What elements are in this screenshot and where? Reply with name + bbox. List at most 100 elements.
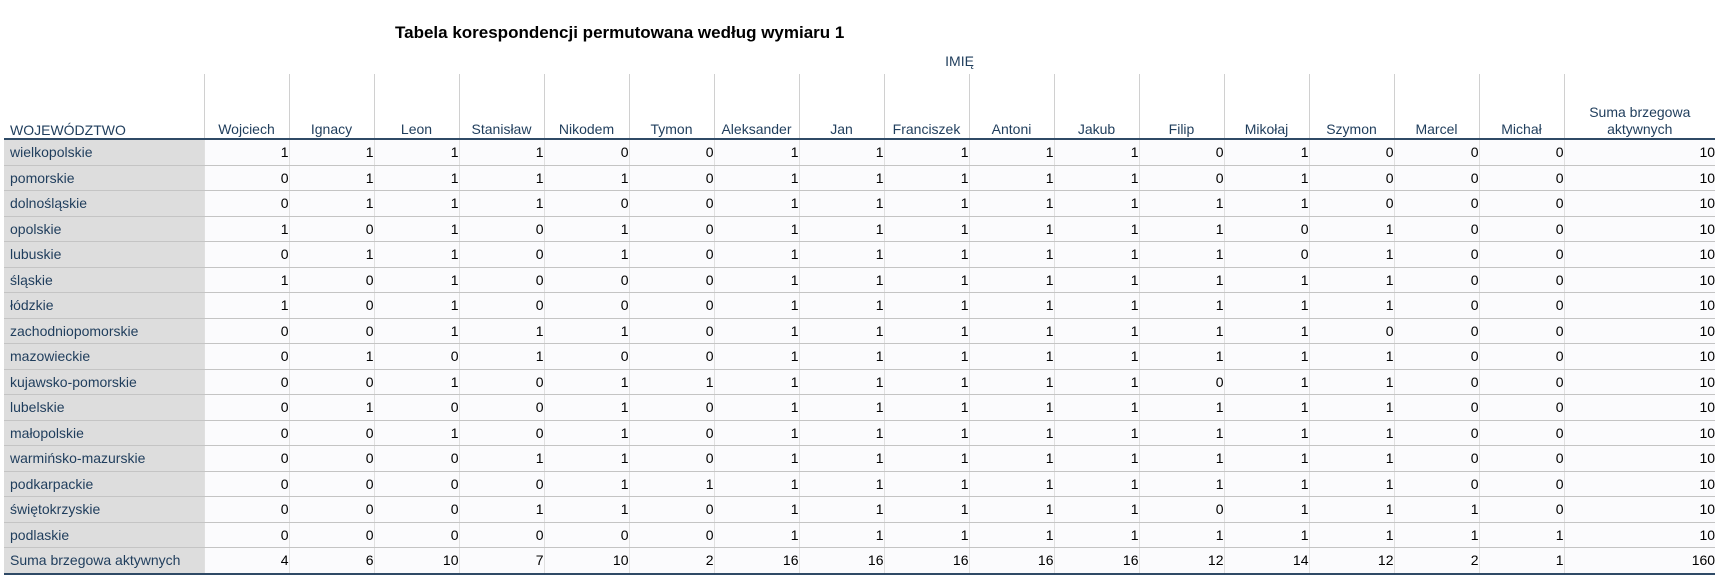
table-cell: 1	[883, 165, 969, 191]
table-cell: 1	[1308, 420, 1394, 446]
table-cell: 0	[1393, 241, 1479, 268]
table-cell: 1	[373, 420, 459, 446]
table-cell: 0	[1478, 471, 1564, 497]
table-cell: 1	[1223, 522, 1309, 548]
table-cell: 1	[458, 496, 544, 523]
table-cell: 0	[1478, 165, 1564, 191]
table-cell: 1	[798, 165, 884, 191]
table-cell: 0	[1393, 216, 1479, 242]
table-cell: 6	[288, 547, 374, 575]
table-cell: 0	[1138, 139, 1224, 166]
table-cell: 1	[288, 139, 374, 166]
table-cell: 1	[1308, 369, 1394, 395]
table-cell: 1	[1053, 241, 1139, 268]
table-cell: 16	[883, 547, 969, 575]
table-cell: 0	[203, 369, 289, 395]
table-cell: 0	[1478, 292, 1564, 319]
column-header-total: Suma brzegowa aktywnych	[1563, 74, 1716, 140]
table-cell: 2	[628, 547, 714, 575]
table-cell: 1	[883, 445, 969, 472]
table-cell: 1	[713, 216, 799, 242]
table-cell: 0	[1393, 445, 1479, 472]
table-cell: 1	[1223, 318, 1309, 344]
table-cell: 1	[288, 241, 374, 268]
column-header: Antoni	[968, 74, 1054, 140]
row-label: małopolskie	[4, 420, 204, 446]
column-header: Jan	[798, 74, 884, 140]
table-cell: 1	[713, 292, 799, 319]
table-cell: 0	[1478, 343, 1564, 370]
table-cell: 0	[203, 241, 289, 268]
table-cell: 1	[1223, 267, 1309, 293]
table-cell: 0	[628, 165, 714, 191]
table-title: Tabela korespondencji permutowana według…	[395, 23, 845, 42]
table-cell: 0	[1478, 139, 1564, 166]
table-cell: 0	[1308, 318, 1394, 344]
table-cell: 0	[1393, 139, 1479, 166]
table-cell: 1	[628, 369, 714, 395]
table-cell: 0	[1393, 369, 1479, 395]
table-cell: 0	[1478, 318, 1564, 344]
row-label: świętokrzyskie	[4, 496, 204, 523]
table-cell: 1	[1138, 445, 1224, 472]
column-header: Tymon	[628, 74, 714, 140]
table-cell: 0	[543, 343, 629, 370]
table-cell: 0	[543, 292, 629, 319]
table-cell: 1	[543, 445, 629, 472]
table-row: opolskie 1 0 1 0 1 0 1 1 1 1 1 1 0 1 0 0 10	[4, 216, 1716, 242]
table-cell: 0	[203, 522, 289, 548]
table-cell: 1	[713, 394, 799, 421]
table-cell: 1	[713, 369, 799, 395]
table-cell: 0	[203, 496, 289, 523]
table-cell: 1	[288, 190, 374, 217]
table-cell: 1	[1138, 394, 1224, 421]
table-cell: 0	[203, 165, 289, 191]
table-cell: 10	[1563, 165, 1716, 191]
table-cell: 10	[1563, 522, 1716, 548]
table-row: dolnośląskie 0 1 1 1 0 0 1 1 1 1 1 1 1 0 0 0 10	[4, 190, 1716, 217]
table-cell: 0	[203, 190, 289, 217]
table-cell: 1	[543, 496, 629, 523]
table-cell: 1	[883, 471, 969, 497]
table-row: zachodniopomorskie 0 0 1 1 1 0 1 1 1 1 1 1 1 0 0 0 10	[4, 318, 1716, 344]
table-cell: 10	[1563, 343, 1716, 370]
column-spanner-label: IMIĘ	[945, 53, 974, 69]
row-label: łódzkie	[4, 292, 204, 319]
table-cell: 10	[373, 547, 459, 575]
table-cell: 1	[713, 471, 799, 497]
table-cell: 1	[1393, 522, 1479, 548]
table-cell: 1	[1053, 190, 1139, 217]
table-cell: 0	[1478, 241, 1564, 268]
table-cell: 1	[798, 139, 884, 166]
table-cell: 1	[798, 190, 884, 217]
table-cell: 16	[1053, 547, 1139, 575]
table-row: wielkopolskie 1 1 1 1 0 0 1 1 1 1 1 0 1 0 0 0 10	[4, 139, 1716, 166]
table-cell: 1	[798, 216, 884, 242]
table-cell: 1	[288, 343, 374, 370]
table-cell: 0	[373, 496, 459, 523]
table-cell: 1	[1223, 420, 1309, 446]
table-cell: 0	[1393, 343, 1479, 370]
table-cell: 1	[1223, 292, 1309, 319]
table-cell: 1	[543, 394, 629, 421]
table-cell: 1	[543, 318, 629, 344]
table-cell: 0	[288, 267, 374, 293]
table-cell: 1	[288, 394, 374, 421]
table-cell: 0	[628, 267, 714, 293]
table-cell: 0	[458, 420, 544, 446]
table-cell: 0	[458, 522, 544, 548]
column-header: Ignacy	[288, 74, 374, 140]
row-label: śląskie	[4, 267, 204, 293]
column-header: Franciszek	[883, 74, 969, 140]
table-cell: 1	[373, 165, 459, 191]
table-cell: 0	[288, 420, 374, 446]
table-cell: 1	[373, 241, 459, 268]
table-cell: 1	[798, 394, 884, 421]
table-cell: 1	[1223, 496, 1309, 523]
table-cell: 1	[1138, 190, 1224, 217]
table-row: lubelskie 0 1 0 0 1 0 1 1 1 1 1 1 1 1 0 0 10	[4, 394, 1716, 421]
table-cell: 0	[628, 522, 714, 548]
table-cell: 0	[288, 318, 374, 344]
table-cell: 1	[798, 343, 884, 370]
table-cell: 1	[713, 190, 799, 217]
